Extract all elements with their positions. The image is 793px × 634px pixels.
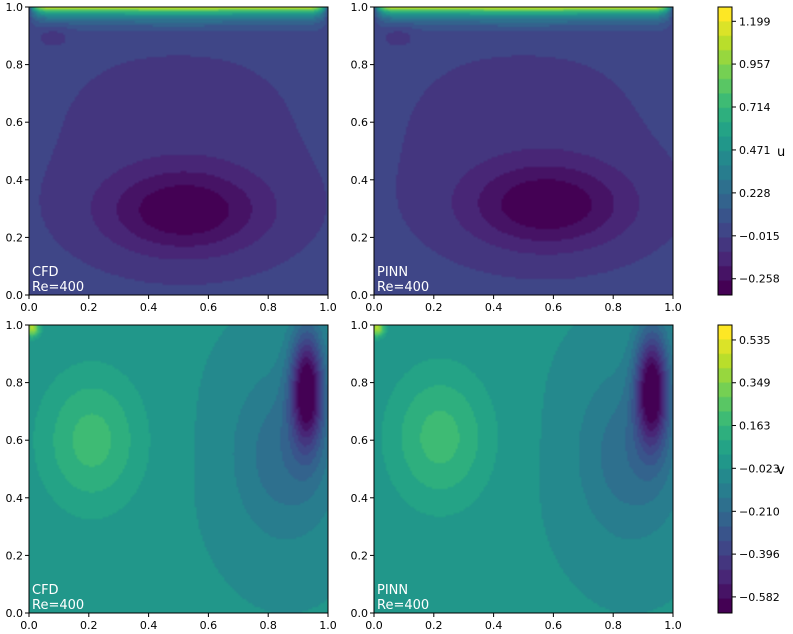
x-tick-label: 0.6 xyxy=(200,301,218,314)
x-tick-label: 0.8 xyxy=(604,301,622,314)
contour-field-3 xyxy=(374,325,673,613)
colorbar-tick-label: 0.535 xyxy=(739,334,771,347)
colorbar-tick-label: 0.471 xyxy=(739,144,771,157)
x-tick-label: 0.8 xyxy=(259,301,277,314)
y-tick-label: 0.0 xyxy=(351,289,369,302)
colorbar-tick-label: −0.015 xyxy=(739,230,780,243)
colorbar-v xyxy=(718,325,732,613)
axes-frame-1 xyxy=(373,6,674,296)
x-tick-label: 0.0 xyxy=(20,619,38,632)
x-tick-label: 1.0 xyxy=(319,619,337,632)
x-tick-label: 0.2 xyxy=(425,301,443,314)
y-tick-label: 1.0 xyxy=(6,1,24,14)
y-tick-label: 0.2 xyxy=(6,549,24,562)
panel-method-label: PINN xyxy=(377,265,408,280)
x-tick-label: 0.6 xyxy=(545,301,563,314)
panel-reynolds-label: Re=400 xyxy=(32,598,84,613)
x-tick-label: 0.8 xyxy=(604,619,622,632)
x-tick-label: 0.2 xyxy=(425,619,443,632)
x-tick-label: 0.0 xyxy=(365,301,383,314)
colorbar-tick-label: 0.957 xyxy=(739,58,771,71)
x-tick-label: 0.4 xyxy=(140,619,158,632)
y-tick-label: 0.0 xyxy=(351,607,369,620)
y-tick-label: 1.0 xyxy=(351,319,369,332)
colorbar-tick-label: 0.349 xyxy=(739,377,771,390)
contour-field-0 xyxy=(29,7,328,295)
panel-method-label: CFD xyxy=(32,265,59,280)
x-tick-label: 0.4 xyxy=(485,301,503,314)
y-tick-label: 0.0 xyxy=(6,607,24,620)
colorbar-tick-label: 0.163 xyxy=(739,420,771,433)
y-tick-label: 0.6 xyxy=(351,116,369,129)
y-tick-label: 0.2 xyxy=(351,549,369,562)
y-tick-label: 0.2 xyxy=(351,231,369,244)
panel-method-label: PINN xyxy=(377,583,408,598)
colorbar-tick-label: −0.023 xyxy=(739,462,780,475)
axes-frame-0 xyxy=(28,6,329,296)
y-tick-label: 0.8 xyxy=(6,377,24,390)
y-tick-label: 0.4 xyxy=(6,174,24,187)
y-tick-label: 0.2 xyxy=(6,231,24,244)
colorbar-tick-label: −0.210 xyxy=(739,505,780,518)
colorbar-tick-label: −0.258 xyxy=(739,273,780,286)
axes-frame-2 xyxy=(28,324,329,614)
x-tick-label: 1.0 xyxy=(664,619,682,632)
y-tick-label: 0.4 xyxy=(6,492,24,505)
contour-field-1 xyxy=(374,7,673,295)
panel-reynolds-label: Re=400 xyxy=(377,598,429,613)
axes-frame-3 xyxy=(373,324,674,614)
x-tick-label: 0.0 xyxy=(20,301,38,314)
x-tick-label: 1.0 xyxy=(319,301,337,314)
colorbar-frame xyxy=(717,324,733,614)
colorbar-u xyxy=(718,7,732,295)
colorbar-tick-label: 0.714 xyxy=(739,101,771,114)
y-tick-label: 0.4 xyxy=(351,174,369,187)
x-tick-label: 0.0 xyxy=(365,619,383,632)
x-tick-label: 0.2 xyxy=(80,619,98,632)
y-tick-label: 0.4 xyxy=(351,492,369,505)
x-tick-label: 1.0 xyxy=(664,301,682,314)
y-tick-label: 1.0 xyxy=(351,1,369,14)
y-tick-label: 0.0 xyxy=(6,289,24,302)
y-tick-label: 0.8 xyxy=(351,377,369,390)
colorbar-tick-label: 1.199 xyxy=(739,15,771,28)
x-tick-label: 0.8 xyxy=(259,619,277,632)
y-tick-label: 0.6 xyxy=(6,116,24,129)
x-tick-label: 0.4 xyxy=(485,619,503,632)
y-tick-label: 0.8 xyxy=(351,59,369,72)
panel-reynolds-label: Re=400 xyxy=(377,280,429,295)
colorbar-frame xyxy=(717,6,733,296)
x-tick-label: 0.2 xyxy=(80,301,98,314)
x-tick-label: 0.6 xyxy=(545,619,563,632)
colorbar-tick-label: −0.396 xyxy=(739,548,780,561)
colorbar-variable-label: u xyxy=(777,145,785,160)
y-tick-label: 0.6 xyxy=(351,434,369,447)
colorbar-variable-label: v xyxy=(777,463,785,478)
colorbar-tick-label: −0.582 xyxy=(739,591,780,604)
panel-method-label: CFD xyxy=(32,583,59,598)
x-tick-label: 0.6 xyxy=(200,619,218,632)
panel-reynolds-label: Re=400 xyxy=(32,280,84,295)
colorbar-tick-label: 0.228 xyxy=(739,187,771,200)
x-tick-label: 0.4 xyxy=(140,301,158,314)
contour-field-2 xyxy=(29,325,328,613)
y-tick-label: 1.0 xyxy=(6,319,24,332)
y-tick-label: 0.8 xyxy=(6,59,24,72)
y-tick-label: 0.6 xyxy=(6,434,24,447)
